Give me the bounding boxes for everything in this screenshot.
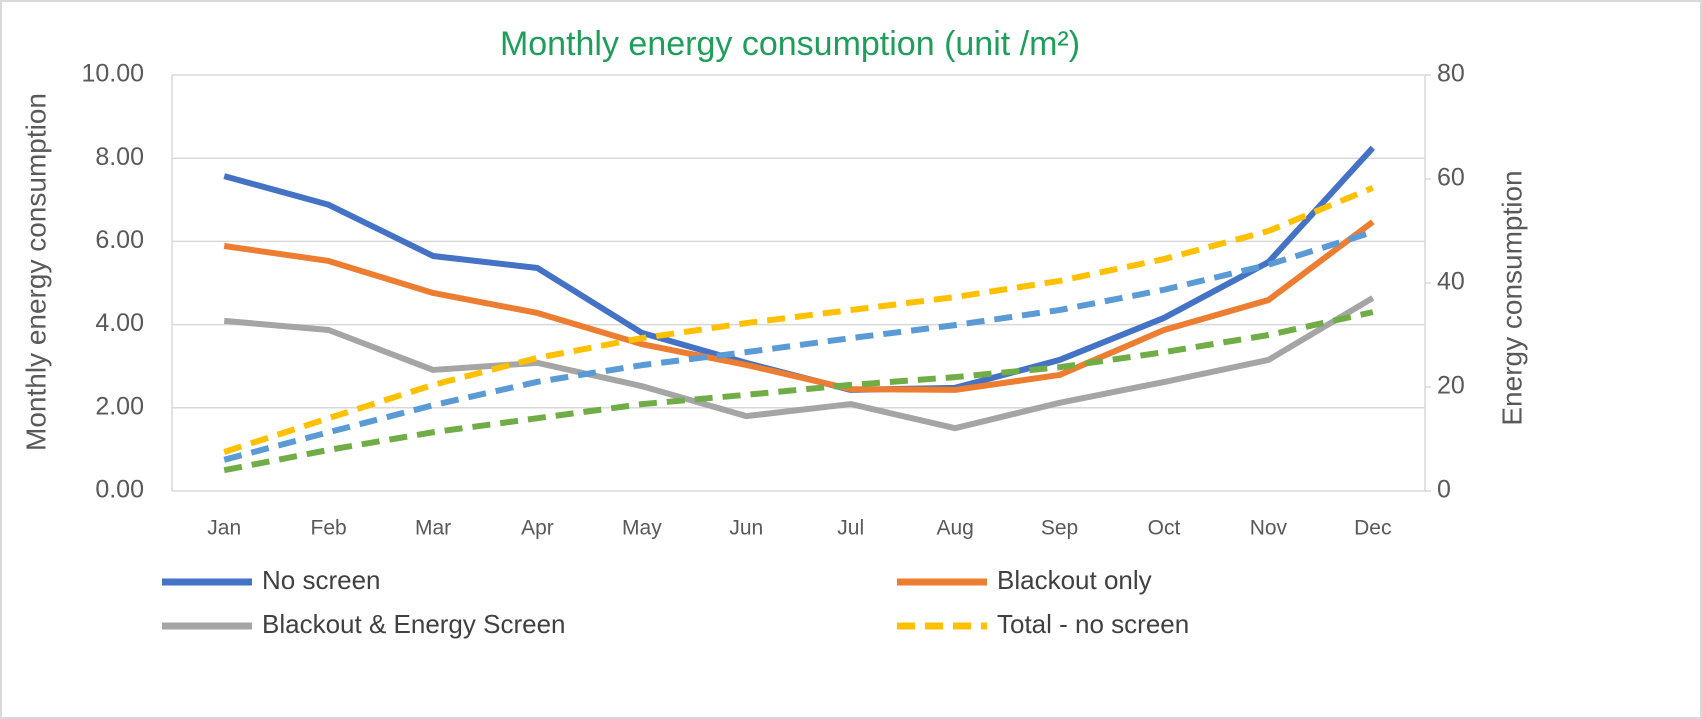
x-tick-label: May <box>622 517 662 540</box>
y2-tick-label: 0 <box>1437 476 1451 504</box>
y2-tick-label: 60 <box>1437 164 1465 192</box>
x-tick-label: Jun <box>729 517 763 540</box>
x-tick-label: Dec <box>1354 517 1391 540</box>
y-tick-label: 0.00 <box>95 476 144 504</box>
y2-tick-label: 20 <box>1437 372 1465 400</box>
x-tick-label: Sep <box>1041 517 1078 540</box>
y-tick-label: 4.00 <box>95 309 144 337</box>
y-tick-label: 6.00 <box>95 226 144 254</box>
y-tick-label: 8.00 <box>95 143 144 171</box>
series-line <box>223 185 1374 455</box>
y-tick-label: 2.00 <box>95 392 144 420</box>
x-tick-label: Aug <box>936 517 973 540</box>
series-line <box>223 295 1375 432</box>
chart-title: Monthly energy consumption (unit /m²) <box>500 25 1080 63</box>
series-line <box>223 219 1375 393</box>
y2-tick-label: 80 <box>1437 60 1465 88</box>
y-tick-label: 10.00 <box>81 60 144 88</box>
legend-label: Total - no screen <box>997 609 1189 639</box>
legend-label: Blackout & Energy Screen <box>262 609 566 639</box>
x-tick-label: Apr <box>521 517 554 540</box>
legend-label: No screen <box>262 565 381 595</box>
x-tick-label: Oct <box>1148 517 1181 540</box>
series-line <box>223 229 1374 463</box>
y2-axis-label: Energy consumption <box>1496 170 1527 425</box>
x-tick-label: Nov <box>1250 517 1288 540</box>
series-line <box>223 309 1374 474</box>
legend-label: Blackout only <box>997 565 1152 595</box>
x-tick-label: Mar <box>415 517 451 540</box>
y-axis-label: Monthly energy consumption <box>20 93 51 451</box>
x-tick-label: Feb <box>311 517 347 540</box>
y2-tick-label: 40 <box>1437 268 1465 296</box>
x-tick-label: Jan <box>207 517 241 540</box>
x-tick-label: Jul <box>837 517 864 540</box>
